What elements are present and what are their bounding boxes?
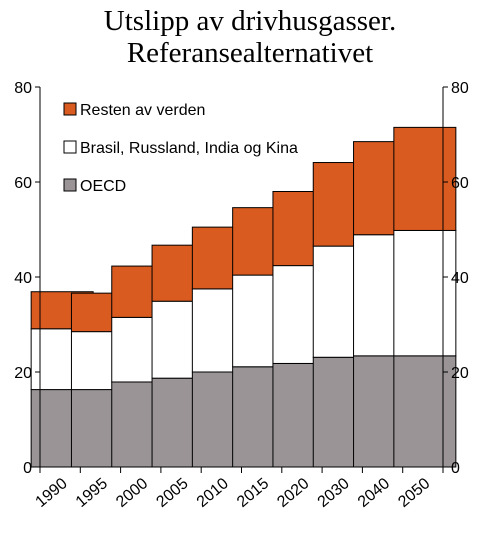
y-tick-label-left: 40 [14, 270, 32, 287]
chart-title: Utslipp av drivhusgasser. [103, 5, 397, 37]
legend-label: Brasil, Russland, India og Kina [80, 140, 298, 157]
x-tick-label: 1995 [73, 475, 111, 511]
x-tick-label: 2000 [113, 475, 151, 511]
x-tick-label: 2020 [274, 475, 312, 511]
bars-group [30, 126, 457, 468]
x-tick-label: 2005 [153, 475, 191, 511]
legend-label: Resten av verden [80, 102, 205, 119]
y-tick-label-right: 60 [451, 175, 469, 192]
chart-subtitle: Referansealternativet [126, 37, 374, 69]
bar-2050-series-0 [393, 355, 457, 468]
y-tick-label-right: 40 [451, 270, 469, 287]
y-tick-label-left: 80 [14, 80, 32, 97]
legend: Resten av verden Brasil, Russland, India … [63, 102, 298, 195]
y-tick-label-left: 60 [14, 175, 32, 192]
legend-swatch [63, 140, 77, 154]
x-tick-label: 2050 [395, 475, 433, 511]
x-tick-label: 2030 [315, 475, 353, 511]
bar-2050-series-1 [393, 229, 457, 357]
y-tick-label-left: 0 [23, 460, 32, 477]
x-tick-label: 2015 [234, 475, 272, 511]
bar-2050-series-2 [393, 126, 457, 231]
y-tick-label-right: 20 [451, 365, 469, 382]
y-tick-label-right: 0 [451, 460, 460, 477]
legend-label: OECD [80, 178, 126, 195]
y-tick-label-left: 20 [14, 365, 32, 382]
x-tick-label: 2040 [355, 475, 393, 511]
x-tick-label: 1990 [33, 475, 71, 511]
y-tick-label-right: 80 [451, 80, 469, 97]
legend-swatch [63, 102, 77, 116]
x-tick-label: 2010 [194, 475, 232, 511]
legend-swatch [63, 178, 77, 192]
